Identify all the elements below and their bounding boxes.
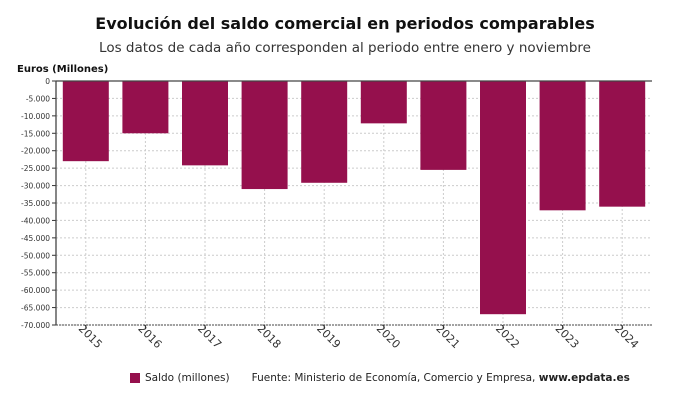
legend: Saldo (millones) Fuente: Ministerio de E… <box>130 372 630 384</box>
bar-2022 <box>480 81 526 315</box>
y-tick-label: -65.000 <box>21 304 50 313</box>
x-tick-label: 2015 <box>76 322 105 351</box>
x-tick-label: 2017 <box>195 322 224 351</box>
x-tick-label: 2022 <box>493 322 522 351</box>
y-tick-label: -20.000 <box>21 147 50 156</box>
y-tick-label: -70.000 <box>21 321 50 330</box>
x-tick-label: 2023 <box>553 322 582 351</box>
y-tick-label: -40.000 <box>21 216 50 225</box>
source-text: Fuente: Ministerio de Economía, Comercio… <box>251 372 536 384</box>
legend-swatch <box>130 373 140 383</box>
bar-2020 <box>360 81 407 124</box>
y-tick-label: -35.000 <box>21 199 50 208</box>
source-site: www.epdata.es <box>538 372 630 384</box>
x-tick-label: 2020 <box>374 322 403 351</box>
bar-2018 <box>241 81 288 190</box>
y-tick-label: -50.000 <box>21 251 50 260</box>
y-tick-label: -55.000 <box>21 269 50 278</box>
chart-title: Evolución del saldo comercial en periodo… <box>95 14 595 33</box>
x-tick-label: 2016 <box>135 322 164 351</box>
x-tick-label: 2021 <box>433 322 462 351</box>
y-tick-label: -5.000 <box>26 94 50 103</box>
y-tick-label: -45.000 <box>21 234 50 243</box>
x-tick-label: 2019 <box>314 322 343 351</box>
y-tick-label: -60.000 <box>21 286 50 295</box>
legend-label: Saldo (millones) <box>145 372 230 384</box>
y-axis-label: Euros (Millones) <box>17 64 109 75</box>
bar-2021 <box>420 81 467 170</box>
bar-2019 <box>301 81 348 183</box>
y-tick-label: -15.000 <box>21 129 50 138</box>
x-tick-label: 2018 <box>255 322 284 351</box>
y-tick-label: -25.000 <box>21 164 50 173</box>
bar-2023 <box>539 81 586 211</box>
y-tick-label: 0 <box>45 77 50 86</box>
bar-2016 <box>122 81 169 134</box>
bar-2017 <box>182 81 228 166</box>
bar-2024 <box>599 81 646 207</box>
y-tick-label: -10.000 <box>21 112 50 121</box>
x-tick-label: 2024 <box>612 322 641 351</box>
y-tick-label: -30.000 <box>21 182 50 191</box>
chart-subtitle: Los datos de cada año corresponden al pe… <box>99 40 591 56</box>
bar-2015 <box>62 81 109 162</box>
